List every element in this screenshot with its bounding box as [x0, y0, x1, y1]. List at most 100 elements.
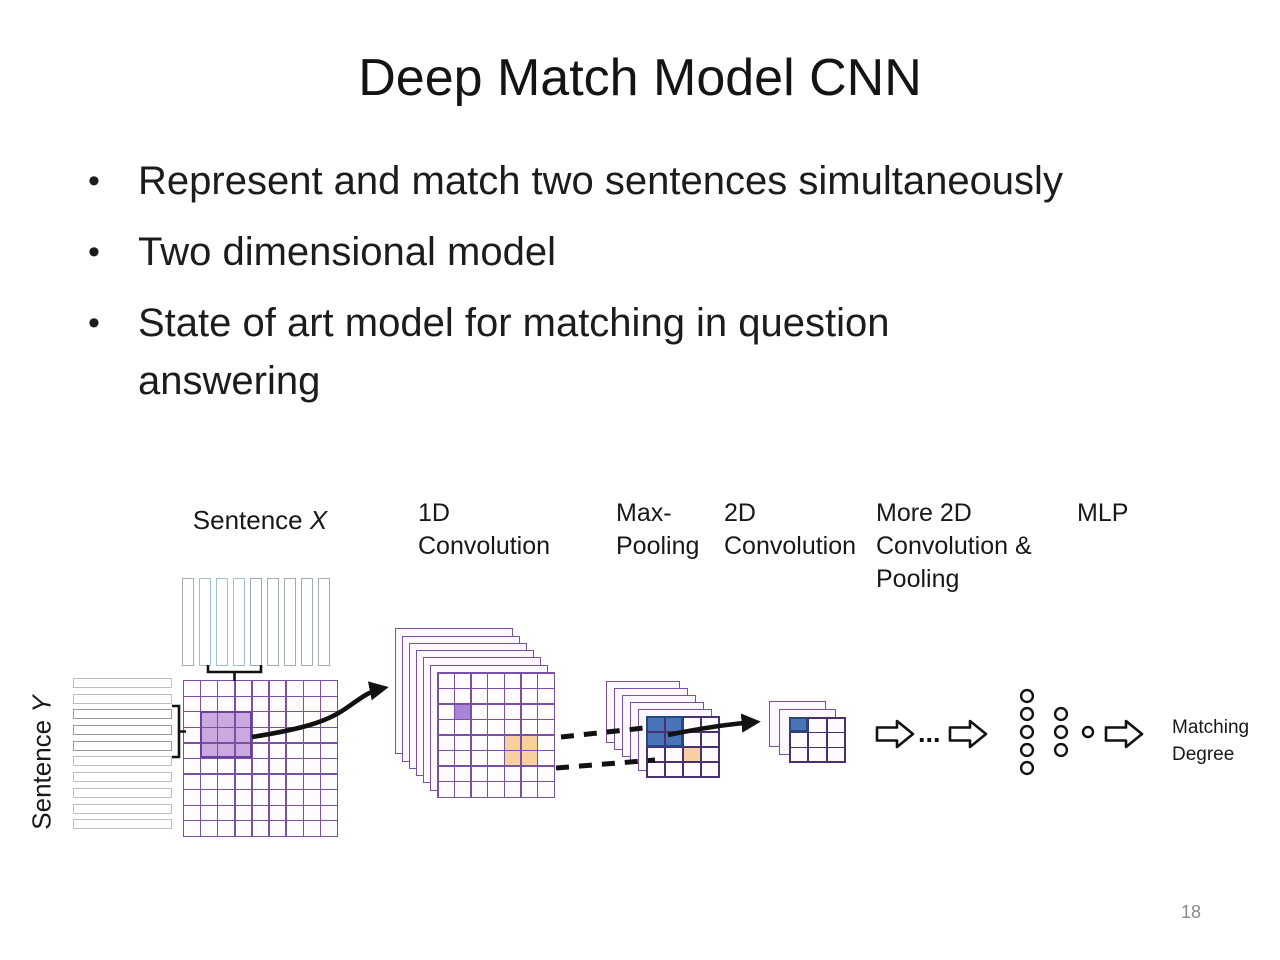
- mlp-node: [1019, 742, 1035, 758]
- grid-cell: [665, 747, 683, 762]
- grid-cell: [683, 762, 701, 777]
- word-vector-bar: [73, 693, 172, 704]
- grid-cell: [303, 743, 320, 758]
- grid-cell: [252, 712, 269, 727]
- grid-cell: [184, 774, 201, 789]
- grid-cell: [201, 743, 218, 758]
- grid-cell: [252, 696, 269, 712]
- word-vector-bar: [73, 772, 172, 783]
- grid-cell: [521, 704, 537, 719]
- grid-cell: [320, 712, 337, 727]
- grid-cell: [521, 720, 537, 735]
- grid-cell: [184, 790, 201, 805]
- bullet-item: Represent and match two sentences simult…: [88, 152, 1208, 210]
- mlp-node: [1053, 706, 1069, 722]
- grid-cell: [218, 712, 235, 727]
- grid-cell: [505, 673, 521, 688]
- grid-cell: [303, 681, 320, 696]
- word-vector-bar: [266, 578, 280, 666]
- grid-cell: [827, 718, 845, 732]
- label-1d-convolution: 1D Convolution: [418, 499, 551, 560]
- grid-cell: [505, 735, 521, 750]
- grid-cell: [320, 821, 337, 836]
- bullet-item: State of art model for matching in quest…: [88, 294, 1208, 410]
- slide-title: Deep Match Model CNN: [358, 49, 922, 107]
- grid-cell: [683, 732, 701, 747]
- word-vector-bar: [215, 578, 229, 666]
- grid-cell: [521, 689, 537, 704]
- grid-cell: [538, 782, 554, 797]
- grid-cell: [488, 782, 504, 797]
- grid-cell: [235, 743, 252, 758]
- mlp-node: [1019, 688, 1035, 704]
- grid-cell: [438, 766, 454, 781]
- grid-cell: [438, 704, 454, 719]
- grid-cell: [252, 805, 269, 821]
- grid-cell: [286, 790, 303, 805]
- flow-block-arrow-2: [948, 719, 988, 749]
- grid-cell: [320, 774, 337, 789]
- grid-cell: [201, 681, 218, 696]
- grid-cell: [505, 720, 521, 735]
- highlighted-region: [200, 711, 252, 759]
- word-vector-bar: [73, 787, 172, 798]
- matching-degree-label: Matching Degree: [1172, 717, 1250, 765]
- grid-cell: [286, 681, 303, 696]
- ellipsis-label: ...: [918, 718, 941, 748]
- grid-cell: [471, 782, 487, 797]
- grid-cell: [218, 790, 235, 805]
- grid-cell: [235, 759, 252, 774]
- grid-cell: [184, 728, 201, 743]
- grid-cell: [269, 821, 286, 836]
- grid-cell: [184, 821, 201, 836]
- grid-cell: [488, 751, 504, 766]
- bullet-text: State of art model for matching in quest…: [138, 301, 890, 345]
- grid-cell: [647, 717, 665, 732]
- grid-cell: [303, 712, 320, 727]
- grid-cell: [269, 681, 286, 696]
- grid-cell: [701, 762, 719, 777]
- grid-cell: [286, 759, 303, 774]
- grid-cell: [201, 821, 218, 836]
- grid-cell: [252, 774, 269, 789]
- grid-cell: [455, 720, 471, 735]
- grid-cell: [235, 805, 252, 821]
- grid-cell: [201, 790, 218, 805]
- grid-cell: [538, 735, 554, 750]
- grid-cell: [184, 696, 201, 712]
- grid-cell: [269, 805, 286, 821]
- grid-cell: [438, 720, 454, 735]
- grid-cell: [488, 766, 504, 781]
- grid-cell: [252, 759, 269, 774]
- grid-cell: [286, 743, 303, 758]
- grid-cell: [521, 782, 537, 797]
- grid-cell: [252, 681, 269, 696]
- grid-cell: [303, 790, 320, 805]
- word-vector-bar: [73, 819, 172, 830]
- grid-cell: [184, 681, 201, 696]
- grid-cell: [218, 805, 235, 821]
- mlp-node: [1019, 724, 1035, 740]
- mlp-node: [1019, 760, 1035, 776]
- grid-cell: [286, 805, 303, 821]
- conv1d-front-grid: [437, 672, 555, 798]
- grid-cell: [320, 728, 337, 743]
- grid-cell: [701, 747, 719, 762]
- mlp-node: [1053, 724, 1069, 740]
- word-vector-bar: [232, 578, 246, 666]
- word-vector-bar: [317, 578, 331, 666]
- sentence-x-label: Sentence X: [192, 505, 328, 535]
- grid-cell: [286, 821, 303, 836]
- grid-cell: [505, 766, 521, 781]
- grid-cell: [438, 751, 454, 766]
- grid-cell: [184, 805, 201, 821]
- grid-cell: [201, 805, 218, 821]
- grid-cell: [218, 821, 235, 836]
- grid-cell: [538, 766, 554, 781]
- grid-cell: [184, 743, 201, 758]
- grid-cell: [303, 774, 320, 789]
- bullet-text: answering: [138, 359, 321, 403]
- grid-cell: [235, 681, 252, 696]
- label-2d-convolution: 2D Convolution: [724, 499, 857, 560]
